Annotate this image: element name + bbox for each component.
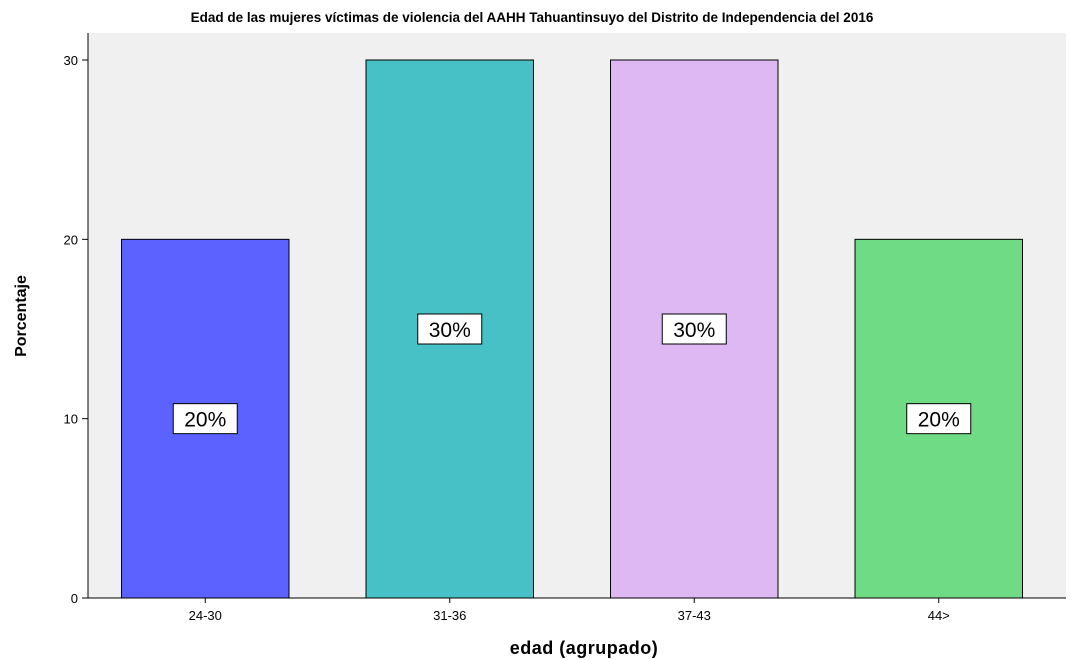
data-label-text: 30% xyxy=(429,319,471,342)
y-tick-label: 30 xyxy=(64,53,78,68)
data-label-box xyxy=(172,403,238,435)
chart-title: Edad de las mujeres víctimas de violenci… xyxy=(191,10,874,25)
data-label-24-30: 20% xyxy=(172,403,238,435)
x-axis-label: edad (agrupado) xyxy=(510,638,659,658)
y-tick-label: 10 xyxy=(64,412,78,427)
y-axis-label: Porcentaje xyxy=(13,275,30,357)
data-label-text: 30% xyxy=(673,319,715,342)
data-label-31-36: 30% xyxy=(417,313,483,345)
x-tick-label: 24-30 xyxy=(189,608,222,623)
data-label-text: 20% xyxy=(184,409,226,432)
data-label-box xyxy=(906,403,972,435)
data-label-text: 20% xyxy=(918,409,960,432)
y-ticks-group: 0 10 20 30 xyxy=(64,53,88,606)
y-tick-label: 20 xyxy=(64,232,78,247)
y-tick-label: 0 xyxy=(71,591,78,606)
data-label-box xyxy=(417,313,483,345)
data-labels-group: 20% 30% 30% 20% xyxy=(172,313,972,435)
x-tick-label: 31-36 xyxy=(433,608,466,623)
data-label-box xyxy=(661,313,727,345)
x-ticks-group: 24-30 31-36 37-43 44> xyxy=(189,598,950,623)
x-tick-label: 44> xyxy=(928,608,950,623)
x-tick-label: 37-43 xyxy=(678,608,711,623)
data-label-44>: 20% xyxy=(906,403,972,435)
data-label-37-43: 30% xyxy=(661,313,727,345)
